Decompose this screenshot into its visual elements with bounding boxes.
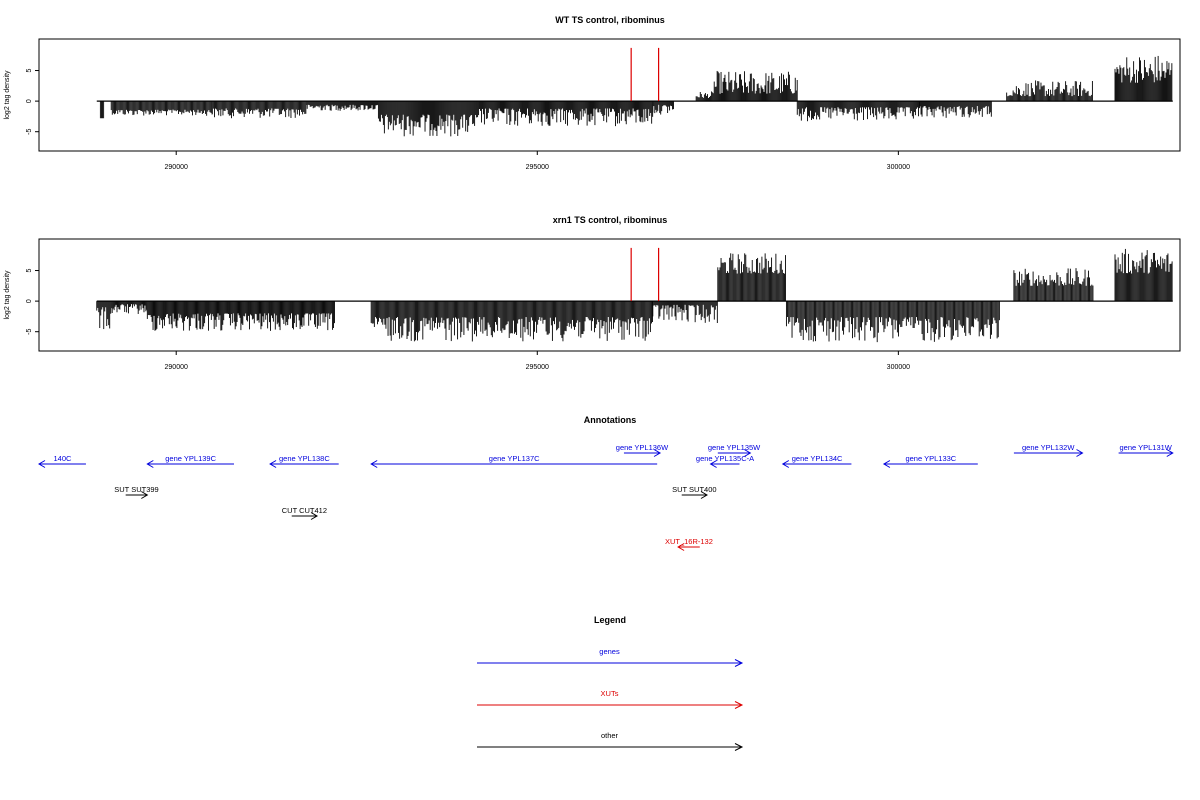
feature-label: gene YPL139C [165, 454, 216, 463]
feature-label: gene YPL135C-A [696, 454, 754, 463]
red-markers-xrn1 [630, 247, 660, 302]
x-axis-wt: 290000 295000 300000 [165, 151, 910, 171]
red-markers-wt [630, 47, 660, 102]
y-tick-label: 5 [26, 68, 33, 72]
feature-arrowhead [882, 460, 891, 468]
annotation-feature: SUT SUT400 [672, 485, 717, 499]
feature-label: gene YPL135W [708, 443, 761, 452]
track-plot-wt: WT TS control, ribominus log2 tag densit… [4, 15, 1181, 171]
legend-entry: other [477, 731, 744, 751]
y-tick-label: 5 [26, 268, 33, 272]
plot-frame-xrn1 [38, 238, 1181, 352]
feature-label: gene YPL136W [616, 443, 669, 452]
feature-arrowhead [700, 491, 708, 499]
density-bars-xrn1 [96, 248, 1173, 343]
feature-arrowhead [781, 460, 790, 468]
legend-label: XUTs [601, 689, 619, 698]
y-axis-label-xrn1: log2 tag density [4, 270, 11, 320]
feature-arrowhead [677, 543, 685, 551]
legend-label: other [601, 731, 619, 740]
feature-label: SUT SUT400 [672, 485, 716, 494]
x-axis-xrn1: 290000 295000 300000 [165, 351, 910, 371]
plot-frame-wt [38, 38, 1181, 152]
feature-label: SUT SUT399 [114, 485, 158, 494]
y-tick-label: -5 [26, 128, 33, 134]
track-title-xrn1: xrn1 TS control, ribominus [553, 215, 668, 225]
legend-arrowhead [734, 701, 744, 709]
legend-arrowhead [734, 659, 744, 667]
annotation-feature: gene YPL135C-A [696, 454, 754, 468]
feature-arrowhead [370, 460, 378, 468]
y-tick-label: 0 [26, 299, 33, 303]
legend-panel: Legend genes XUTs other [477, 615, 744, 751]
feature-label: gene YPL133C [905, 454, 956, 463]
legend-arrowhead [734, 743, 744, 751]
feature-arrowhead [1076, 449, 1084, 457]
annotations-title: Annotations [584, 415, 637, 425]
feature-label: 140C [54, 454, 73, 463]
feature-label: XUT_16R-132 [665, 537, 713, 546]
feature-arrowhead [1166, 449, 1174, 457]
annotation-feature: gene YPL131W [1118, 443, 1174, 457]
legend-entry: genes [477, 647, 744, 667]
legend-entries: genes XUTs other [477, 647, 744, 751]
density-bars-wt [99, 55, 1173, 137]
annotations-panel: Annotations 140C gene YPL139C gene YPL138C… [38, 415, 1174, 551]
annotation-features: 140C gene YPL139C gene YPL138C gene YPL137C… [38, 443, 1174, 551]
annotation-feature: gene YPL136W [616, 443, 669, 457]
y-axis-xrn1: -5 0 5 [26, 268, 40, 335]
feature-arrowhead [38, 460, 46, 468]
y-tick-label: -5 [26, 328, 33, 334]
legend-title: Legend [594, 615, 626, 625]
annotation-feature: gene YPL139C [146, 454, 234, 468]
annotation-feature: gene YPL137C [370, 454, 658, 468]
track-title-wt: WT TS control, ribominus [555, 15, 665, 25]
x-tick-label: 290000 [165, 364, 188, 371]
x-tick-label: 300000 [887, 364, 910, 371]
annotation-feature: 140C [38, 454, 86, 468]
feature-arrowhead [744, 449, 752, 457]
legend-label: genes [599, 647, 620, 656]
y-tick-label: 0 [26, 99, 33, 103]
feature-label: CUT CUT412 [282, 506, 327, 515]
annotation-feature: gene YPL133C [882, 454, 978, 468]
feature-label: gene YPL138C [279, 454, 330, 463]
y-axis-wt: -5 0 5 [26, 68, 40, 135]
feature-label: gene YPL132W [1022, 443, 1075, 452]
x-tick-label: 295000 [526, 364, 549, 371]
feature-label: gene YPL134C [792, 454, 843, 463]
annotation-feature: gene YPL135W [708, 443, 761, 457]
x-tick-label: 290000 [165, 164, 188, 171]
feature-arrowhead [653, 449, 662, 457]
x-tick-label: 295000 [526, 164, 549, 171]
annotation-feature: gene YPL138C [269, 454, 339, 468]
feature-arrowhead [709, 460, 717, 468]
track-plot-xrn1: xrn1 TS control, ribominus log2 tag dens… [4, 215, 1181, 371]
annotation-feature: XUT_16R-132 [665, 537, 713, 551]
x-tick-label: 300000 [887, 164, 910, 171]
annotation-feature: SUT SUT399 [114, 485, 159, 499]
feature-arrowhead [146, 460, 154, 468]
feature-arrowhead [269, 460, 277, 468]
feature-arrowhead [310, 512, 319, 520]
feature-label: gene YPL131W [1119, 443, 1172, 452]
feature-arrowhead [141, 491, 149, 499]
feature-label: gene YPL137C [489, 454, 540, 463]
annotation-feature: gene YPL134C [781, 454, 852, 468]
y-axis-label-wt: log2 tag density [4, 70, 11, 120]
annotation-feature: CUT CUT412 [282, 506, 327, 520]
annotation-feature: gene YPL132W [1013, 443, 1084, 457]
legend-entry: XUTs [477, 689, 744, 709]
